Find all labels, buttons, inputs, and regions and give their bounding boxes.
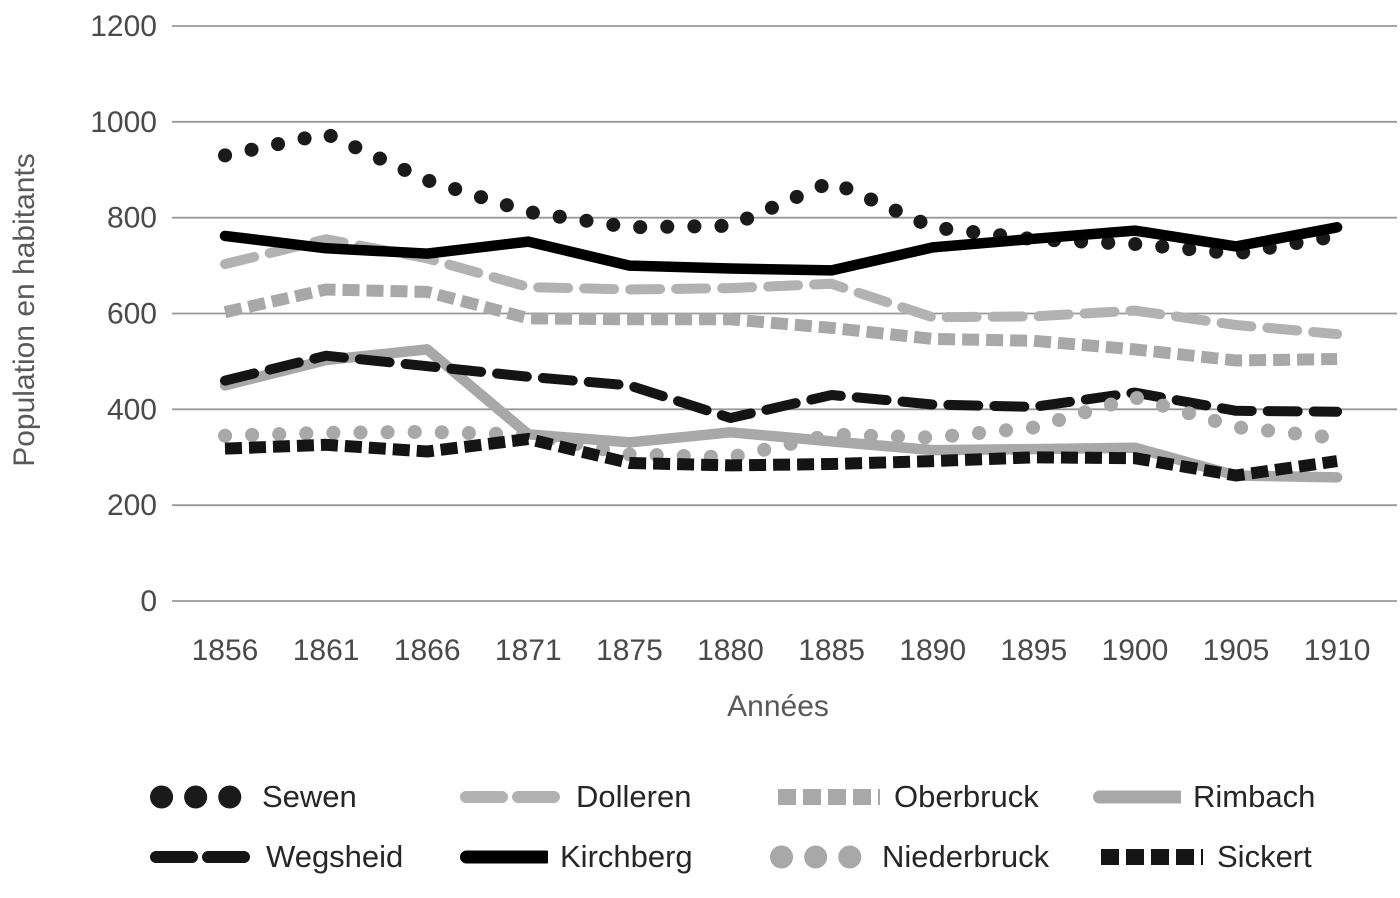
- series-line-sewen: [218, 126, 1345, 261]
- x-tick-label: 1861: [293, 634, 360, 667]
- x-tick-label: 1890: [899, 634, 966, 667]
- x-tick-label: 1910: [1304, 634, 1371, 667]
- dotted-line-icon: [770, 845, 870, 869]
- x-tick-label: 1880: [697, 634, 764, 667]
- legend-item-sickert: Sickert: [1093, 832, 1312, 882]
- legend-item-oberbruck: Oberbruck: [770, 772, 1039, 822]
- solid-line-icon: [1093, 790, 1181, 804]
- legend-label: Niederbruck: [882, 839, 1050, 874]
- legend-item-wegsheid: Wegsheid: [150, 832, 403, 882]
- square-dash-line-icon: [778, 789, 880, 805]
- series-line-oberbruck: [223, 283, 1338, 367]
- y-axis-ticks: 1200 1000 800 600 400 200 0: [90, 10, 157, 618]
- population-line-chart: 1200 1000 800 600 400 200 0 1856 1861 1866 1871 18…: [8, 10, 1397, 723]
- y-tick-label: 800: [107, 202, 157, 235]
- legend-label: Dolleren: [576, 779, 692, 814]
- x-tick-label: 1871: [495, 634, 562, 667]
- y-tick-label: 600: [107, 298, 157, 331]
- x-tick-label: 1900: [1102, 634, 1169, 667]
- legend-item-kirchberg: Kirchberg: [460, 832, 693, 882]
- series-line-rimbach: [219, 344, 1343, 483]
- dashed-line-icon: [460, 791, 564, 803]
- legend-label: Sewen: [262, 779, 357, 814]
- dotted-line-icon: [150, 785, 250, 809]
- dashed-line-icon: [150, 851, 254, 863]
- series-line-sickert: [224, 433, 1338, 482]
- series-line-wegsheid: [220, 350, 1343, 423]
- square-dash-line-icon: [1101, 849, 1203, 865]
- solid-line-icon: [460, 850, 548, 864]
- x-tick-label: 1905: [1203, 634, 1270, 667]
- series-lines: [218, 126, 1345, 483]
- x-tick-label: 1895: [1000, 634, 1067, 667]
- legend-label: Kirchberg: [560, 839, 693, 874]
- x-tick-label: 1856: [192, 634, 259, 667]
- legend-label: Wegsheid: [266, 839, 404, 874]
- series-line-kirchberg: [219, 222, 1343, 276]
- legend-label: Sickert: [1217, 839, 1312, 874]
- y-tick-label: 1200: [90, 10, 157, 43]
- y-tick-label: 200: [107, 489, 157, 522]
- x-tick-label: 1875: [596, 634, 663, 667]
- series-line-niederbruck: [218, 390, 1345, 465]
- legend-item-rimbach: Rimbach: [1093, 772, 1315, 822]
- x-axis-ticks: 1856 1861 1866 1871 1875 1880 1885 1890 1895 1900…: [192, 634, 1371, 667]
- y-axis-title: Population en habitants: [8, 153, 41, 467]
- x-tick-label: 1885: [798, 634, 865, 667]
- y-tick-label: 400: [107, 393, 157, 426]
- x-tick-label: 1866: [394, 634, 461, 667]
- y-tick-label: 1000: [90, 106, 157, 139]
- legend-item-sewen: Sewen: [150, 772, 357, 822]
- legend-label: Oberbruck: [894, 779, 1039, 814]
- legend-item-niederbruck: Niederbruck: [770, 832, 1049, 882]
- legend-item-dolleren: Dolleren: [460, 772, 691, 822]
- gridlines: [172, 25, 1397, 602]
- chart-legend: Sewen Dolleren Oberbruck Rimbach Wegsheid Kir…: [0, 758, 1400, 898]
- y-tick-label: 0: [140, 585, 157, 618]
- x-axis-title: Années: [727, 690, 829, 723]
- legend-label: Rimbach: [1193, 779, 1316, 814]
